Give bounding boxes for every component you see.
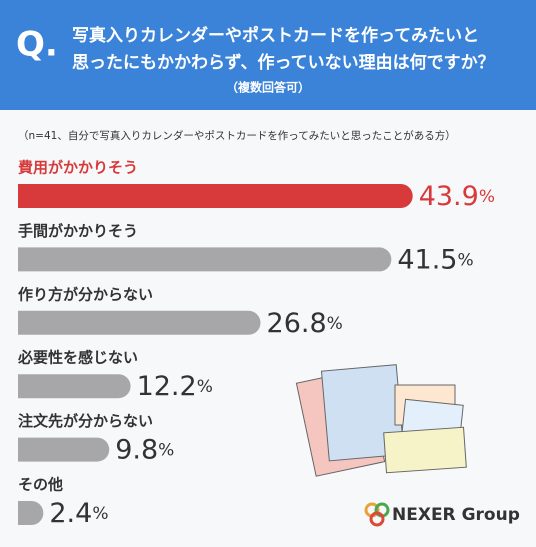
subtitle: （複数回答可） xyxy=(226,80,310,95)
category-label: その他 xyxy=(18,476,63,494)
value-unit: % xyxy=(158,441,174,461)
bar xyxy=(18,374,131,399)
bar xyxy=(18,184,413,208)
bar xyxy=(18,310,261,335)
logo-icon xyxy=(364,502,390,527)
bar xyxy=(18,501,44,525)
bar xyxy=(18,437,110,462)
value-unit: % xyxy=(197,377,213,397)
value-number: 41.5 xyxy=(397,244,457,275)
note: （n=41、自分で写真入りカレンダーやポストカードを作ってみたいと思ったことがあ… xyxy=(18,129,456,142)
category-label: 注文先が分からない xyxy=(18,412,153,430)
value-number: 12.2 xyxy=(137,371,197,402)
value-label: 12.2% xyxy=(137,371,213,402)
value-label: 9.8% xyxy=(115,434,174,465)
value-unit: % xyxy=(92,504,108,524)
value-unit: % xyxy=(327,314,343,334)
value-unit: % xyxy=(479,187,495,207)
category-label: 手間がかかりそう xyxy=(18,222,138,240)
category-label: 作り方が分からない xyxy=(18,285,153,303)
value-label: 43.9% xyxy=(419,181,495,212)
value-unit: % xyxy=(457,250,473,270)
value-label: 26.8% xyxy=(267,307,343,338)
value-label: 41.5% xyxy=(397,244,473,275)
q-mark: Q. xyxy=(16,25,58,65)
illustration xyxy=(295,364,467,477)
value-number: 2.4 xyxy=(49,498,92,529)
value-number: 9.8 xyxy=(115,434,158,465)
title-line: 写真入りカレンダーやポストカードを作ってみたいと xyxy=(72,25,479,46)
title-line: 思ったにもかかわらず、作っていない理由は何ですか？ xyxy=(72,52,495,73)
value-label: 2.4% xyxy=(49,498,108,529)
bar xyxy=(18,247,392,272)
header-band xyxy=(0,0,536,110)
category-label: 費用がかかりそう xyxy=(18,159,138,177)
category-label: 必要性を感じない xyxy=(17,349,138,367)
value-number: 43.9 xyxy=(419,181,479,212)
logo: NEXER Group xyxy=(392,505,520,525)
value-number: 26.8 xyxy=(267,307,327,338)
